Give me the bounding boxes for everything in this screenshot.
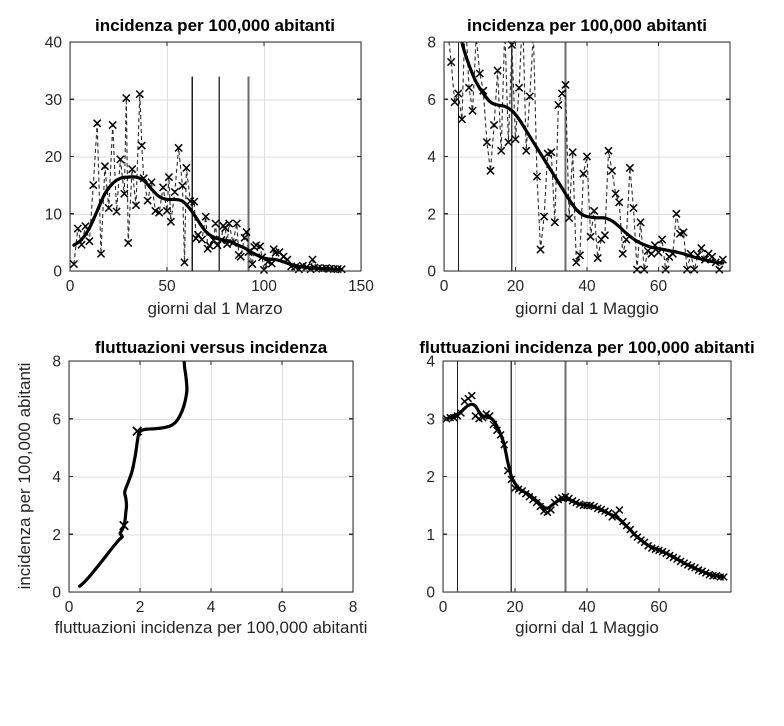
y-tick-label: 4	[426, 354, 435, 371]
x-tick-label: 50	[158, 278, 176, 295]
x-markers	[119, 426, 143, 531]
x-tick-label: 2	[136, 599, 145, 616]
y-tick-label: 0	[427, 264, 436, 281]
series-phase-curve	[78, 361, 189, 588]
x-markers	[442, 391, 728, 581]
tick-labels: 0 20 40 60 0 1 2 3 4	[426, 354, 668, 617]
y-tick-label: 8	[52, 354, 61, 371]
grid	[69, 361, 354, 593]
x-tick-label: 100	[251, 278, 277, 295]
x-tick-label: 0	[440, 278, 449, 295]
y-tick-label: 4	[427, 149, 436, 166]
y-tick-label: 1	[426, 527, 435, 544]
y-tick-label: 0	[426, 585, 435, 602]
series-smoothed-fluctuation	[445, 402, 726, 579]
y-tick-label: 3	[426, 411, 435, 428]
grid	[443, 361, 731, 593]
x-tick-label: 20	[507, 278, 525, 295]
tick-marks	[442, 360, 731, 593]
series-daily-fluctuation-markers	[442, 391, 728, 581]
y-tick-label: 30	[45, 92, 63, 109]
series-daily-incidence-noisy	[446, 40, 727, 274]
x-tick-label: 40	[578, 278, 596, 295]
x-tick-label: 8	[349, 599, 358, 616]
subplot-top-right: 0 20 40 60 0 2 4 6 8	[427, 35, 731, 296]
tick-labels: 0 20 40 60 0 2 4 6 8	[427, 35, 667, 296]
series-daily-incidence-noisy	[69, 89, 346, 275]
x-tick-label: 20	[506, 599, 524, 616]
y-tick-label: 2	[427, 206, 436, 223]
matlab-figure: 0 50 100 150 0 10 20 30 40 0 20 40 60 0 2 4 6 8 0 2 4 6 8 0 2 4 6 8…	[15, 16, 755, 637]
y-tick-label: 40	[45, 35, 63, 52]
x-tick-label: 4	[207, 599, 216, 616]
y-tick-label: 10	[45, 206, 63, 223]
x-tick-label: 40	[578, 599, 596, 616]
subplot-bottom-right: 0 20 40 60 0 1 2 3 4	[426, 354, 732, 617]
series-highlight-markers	[119, 426, 143, 531]
x-tick-label: 0	[439, 599, 448, 616]
x-tick-label: 150	[348, 278, 374, 295]
y-tick-label: 6	[52, 411, 61, 428]
x-tick-label: 6	[278, 599, 287, 616]
x-tick-label: 0	[65, 599, 74, 616]
y-tick-label: 2	[426, 469, 435, 486]
y-tick-label: 2	[52, 527, 61, 544]
series-smoothed-incidence	[460, 42, 725, 265]
tick-labels: 0 50 100 150 0 10 20 30 40	[45, 35, 375, 296]
series-smoothed-incidence	[72, 175, 344, 271]
tick-marks	[68, 360, 354, 593]
x-markers	[446, 40, 727, 274]
subplot-bottom-left: 0 2 4 6 8 0 2 4 6 8	[52, 354, 357, 617]
y-tick-label: 8	[427, 35, 436, 52]
subplot-top-left: 0 50 100 150 0 10 20 30 40	[45, 35, 375, 296]
tick-marks	[69, 41, 362, 272]
y-tick-label: 6	[427, 92, 436, 109]
y-tick-label: 20	[45, 149, 63, 166]
y-tick-label: 0	[52, 585, 61, 602]
y-tick-label: 4	[52, 469, 61, 486]
x-tick-label: 60	[650, 278, 668, 295]
tick-marks	[443, 41, 730, 272]
x-tick-label: 60	[650, 599, 668, 616]
x-tick-label: 0	[66, 278, 75, 295]
vertical-marker-lines	[457, 42, 567, 271]
tick-labels: 0 2 4 6 8 0 2 4 6 8	[52, 354, 357, 617]
y-tick-label: 0	[53, 264, 62, 281]
